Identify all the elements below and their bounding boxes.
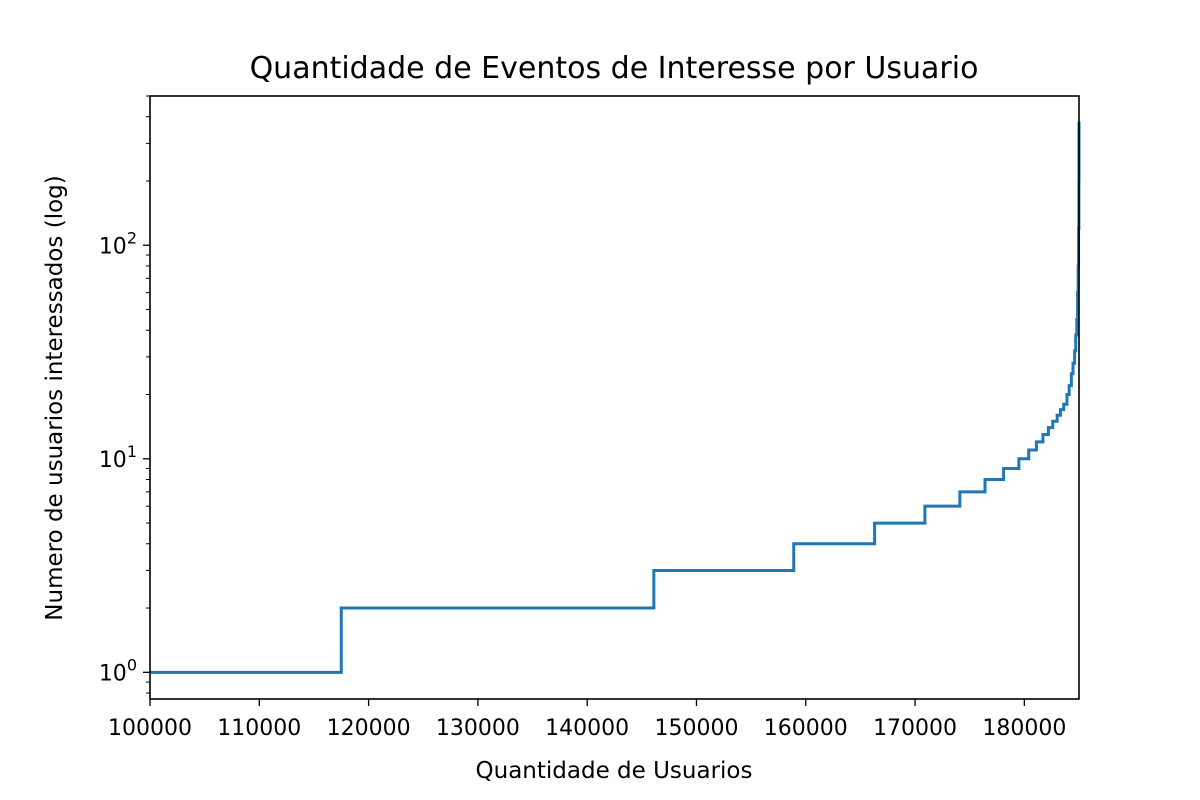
- y-tick-label: 100: [99, 655, 137, 686]
- y-tick-label: 102: [99, 228, 137, 259]
- y-axis-ticks: 100 101 102: [99, 95, 150, 694]
- x-tick-label: 130000: [436, 716, 520, 741]
- x-axis-ticks: 100000 110000 120000 130000 140000 150000 1600…: [108, 699, 1066, 741]
- x-tick-label: 140000: [545, 716, 629, 741]
- x-tick-label: 160000: [764, 716, 848, 741]
- y-axis-label: Numero de usuarios interessados (log): [42, 175, 68, 620]
- x-tick-label: 110000: [217, 716, 301, 741]
- x-tick-label: 100000: [108, 716, 192, 741]
- x-tick-label: 180000: [982, 716, 1066, 741]
- y-tick-label: 101: [99, 442, 137, 473]
- plot-frame: [149, 95, 1080, 700]
- series-line: [150, 121, 1081, 674]
- x-tick-label: 170000: [873, 716, 957, 741]
- chart-title: Quantidade de Eventos de Interesse por U…: [250, 51, 979, 86]
- x-tick-label: 120000: [327, 716, 411, 741]
- series-layer: [150, 121, 1081, 674]
- x-axis-label: Quantidade de Usuarios: [476, 758, 753, 784]
- x-tick-label: 150000: [654, 716, 738, 741]
